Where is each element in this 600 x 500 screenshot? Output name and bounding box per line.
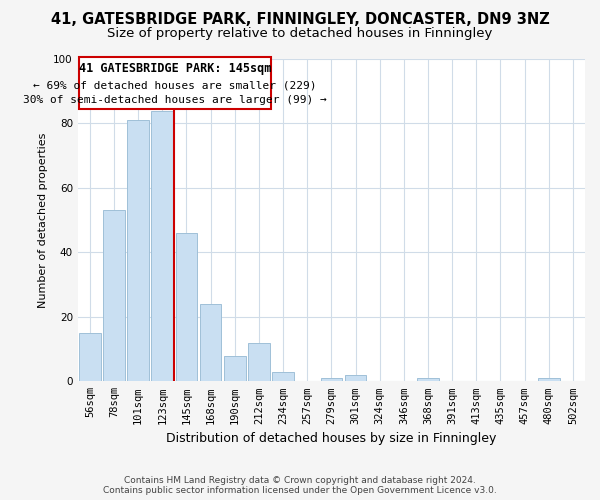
Text: 41, GATESBRIDGE PARK, FINNINGLEY, DONCASTER, DN9 3NZ: 41, GATESBRIDGE PARK, FINNINGLEY, DONCAS… bbox=[50, 12, 550, 28]
Bar bbox=[200, 304, 221, 382]
Bar bbox=[79, 333, 101, 382]
Bar bbox=[538, 378, 560, 382]
Bar bbox=[417, 378, 439, 382]
Text: 41 GATESBRIDGE PARK: 145sqm: 41 GATESBRIDGE PARK: 145sqm bbox=[79, 62, 271, 75]
Bar bbox=[248, 342, 270, 382]
Text: Size of property relative to detached houses in Finningley: Size of property relative to detached ho… bbox=[107, 28, 493, 40]
Bar bbox=[151, 110, 173, 382]
Bar bbox=[127, 120, 149, 382]
Y-axis label: Number of detached properties: Number of detached properties bbox=[38, 132, 48, 308]
Bar bbox=[176, 233, 197, 382]
Text: 30% of semi-detached houses are larger (99) →: 30% of semi-detached houses are larger (… bbox=[23, 94, 327, 104]
Bar bbox=[79, 58, 271, 109]
Bar bbox=[224, 356, 245, 382]
Bar bbox=[103, 210, 125, 382]
Bar bbox=[344, 375, 367, 382]
Bar bbox=[320, 378, 342, 382]
X-axis label: Distribution of detached houses by size in Finningley: Distribution of detached houses by size … bbox=[166, 432, 497, 445]
Bar bbox=[272, 372, 294, 382]
Text: Contains HM Land Registry data © Crown copyright and database right 2024.
Contai: Contains HM Land Registry data © Crown c… bbox=[103, 476, 497, 495]
Text: ← 69% of detached houses are smaller (229): ← 69% of detached houses are smaller (22… bbox=[33, 81, 317, 91]
